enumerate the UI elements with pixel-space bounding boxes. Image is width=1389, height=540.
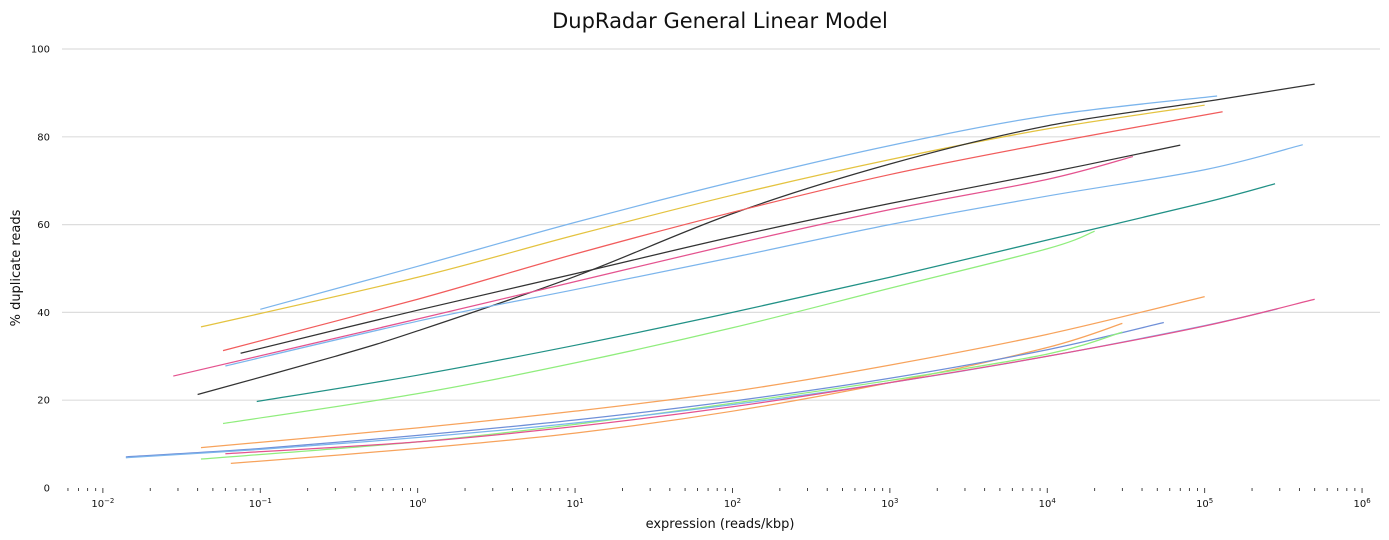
x-tick-label: 101 [566,497,583,510]
x-tick-exponent: 2 [737,497,741,505]
series-line-2 [200,104,1205,328]
x-tick-label: 10−2 [91,497,114,510]
y-axis: 0 20 40 60 80 100 [31,45,50,495]
x-axis-label: expression (reads/kbp) [646,517,795,532]
x-tick-label: 105 [1196,497,1213,510]
y-tick-label: 80 [37,132,50,143]
x-tick-base: 10 [91,499,104,510]
chart-title: DupRadar General Linear Model [552,9,888,33]
x-tick-exponent: 1 [579,497,583,505]
x-tick-label: 104 [1039,497,1057,510]
y-tick-label: 0 [44,484,50,495]
gridlines [62,48,1380,401]
y-tick-label: 60 [37,220,50,231]
series-line-12 [125,321,1164,458]
x-tick-exponent: 5 [1209,497,1213,505]
x-tick-base: 10 [881,499,894,510]
x-tick-label: 106 [1353,497,1371,510]
series-line-4 [222,111,1223,352]
x-tick-exponent: 3 [894,497,898,505]
x-axis: 10−2 10−1 100 101 102 103 104 105 106 [67,488,1371,510]
series-line-8 [256,183,1276,403]
y-tick-label: 100 [31,45,50,56]
x-tick-label: 10−1 [249,497,272,510]
x-tick-base: 10 [724,499,737,510]
y-axis-label: % duplicate reads [9,209,24,326]
series-line-9 [222,230,1095,425]
x-tick-base: 10 [1353,499,1366,510]
x-tick-label: 103 [881,497,898,510]
x-tick-exponent: 4 [1051,497,1056,505]
x-tick-exponent: 0 [422,497,426,505]
x-tick-base: 10 [1196,499,1209,510]
series-lines [125,83,1315,465]
series-line-13 [200,331,1123,460]
series-line-10 [200,295,1205,449]
series-line-6 [173,155,1134,377]
x-tick-base: 10 [566,499,579,510]
series-line-5 [240,144,1181,354]
series-line-7 [225,144,1303,367]
x-tick-label: 100 [409,497,426,510]
series-line-15 [225,298,1315,455]
x-tick-base: 10 [249,499,262,510]
y-tick-label: 40 [37,308,50,319]
x-tick-base: 10 [409,499,422,510]
x-tick-exponent: −2 [104,497,114,505]
x-tick-exponent: −1 [261,497,271,505]
series-line-11 [230,322,1123,465]
x-tick-label: 102 [724,497,741,510]
series-line-1 [260,95,1218,310]
y-tick-label: 20 [37,396,50,407]
x-tick-exponent: 6 [1366,497,1371,505]
x-tick-base: 10 [1039,499,1052,510]
series-line-3 [197,83,1315,396]
